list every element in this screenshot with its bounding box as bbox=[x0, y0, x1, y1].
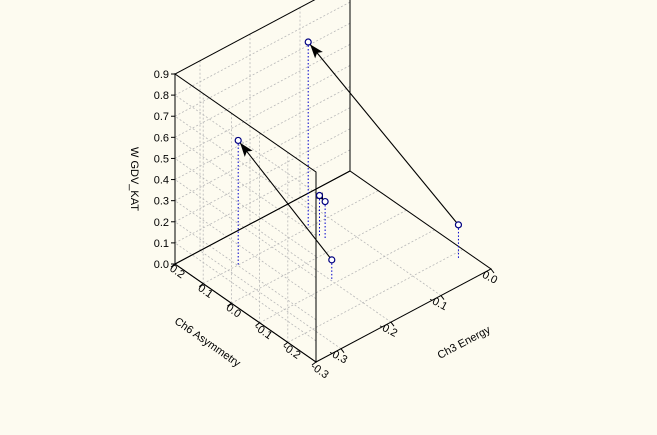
left-wall-outline bbox=[174, 73, 317, 363]
z-tick-label: 0.9 bbox=[154, 69, 169, 81]
x-tick-mark bbox=[440, 295, 445, 300]
wall-grid-line bbox=[174, 137, 317, 236]
z-tick-label: 0.2 bbox=[154, 217, 169, 229]
y-tick-label: 0.2 bbox=[167, 263, 186, 282]
x-tick-mark bbox=[390, 321, 395, 327]
z-tick-label: 0.8 bbox=[154, 90, 169, 102]
wall-grid-line bbox=[174, 179, 317, 278]
floor-grid-line bbox=[203, 190, 379, 284]
y-axis-label: Ch6 Asymmetry bbox=[172, 315, 243, 370]
drop-lines bbox=[237, 42, 459, 281]
z-axis-label: W GDV_KAT bbox=[128, 147, 140, 211]
x-axis-label: Ch3 Energy bbox=[436, 324, 493, 362]
y-tick-mark bbox=[227, 302, 232, 307]
z-tick-label: 0.6 bbox=[154, 132, 169, 144]
z-tick-label: 0.5 bbox=[154, 153, 169, 165]
y-tick-mark bbox=[255, 322, 260, 327]
data-point bbox=[234, 136, 242, 145]
wall-grid-line bbox=[174, 115, 317, 215]
wall-grid-line bbox=[174, 94, 317, 194]
x-tick-mark bbox=[340, 348, 345, 354]
y-tick-label: 0.1 bbox=[195, 282, 214, 301]
data-points bbox=[234, 38, 463, 264]
y-tick-mark bbox=[311, 361, 317, 366]
x-tick-label: -0.1 bbox=[427, 294, 449, 314]
wall-grid-line bbox=[174, 1, 351, 96]
arrow-line bbox=[239, 142, 333, 261]
y-tick-label: -0.1 bbox=[252, 321, 274, 342]
wall-grid-line bbox=[174, 86, 351, 180]
floor-grid-line bbox=[287, 249, 463, 343]
y-tick-mark bbox=[198, 283, 204, 288]
floor-grid-line bbox=[299, 197, 442, 296]
plot-box bbox=[170, 0, 495, 366]
arrow-head bbox=[240, 142, 253, 157]
data-point bbox=[315, 191, 324, 200]
wall-grid-line bbox=[174, 221, 317, 321]
floor-grid-line bbox=[249, 223, 392, 323]
trajectory-arrows bbox=[239, 43, 459, 261]
data-point bbox=[321, 197, 329, 206]
y-tick-mark bbox=[283, 341, 289, 346]
wall-grid-line bbox=[174, 43, 351, 138]
y-tick-label: -0.2 bbox=[280, 341, 302, 362]
z-tick-label: 0.7 bbox=[154, 111, 169, 123]
wall-grid-line bbox=[174, 242, 317, 342]
arrow-line bbox=[309, 43, 459, 226]
wall-grid-line bbox=[174, 200, 317, 299]
z-tick-label: 0.1 bbox=[154, 238, 169, 250]
z-tick-label: 0.4 bbox=[154, 175, 169, 187]
x-tick-label: -0.3 bbox=[327, 347, 349, 367]
floor-grid-line bbox=[259, 229, 435, 324]
wall-grid-line bbox=[174, 65, 351, 159]
y-tick-label: 0.0 bbox=[224, 302, 243, 321]
wall-grid-line bbox=[174, 128, 351, 223]
z-tick-label: 0.3 bbox=[154, 196, 169, 208]
x-tick-mark bbox=[490, 268, 495, 274]
z-tick-label: 0.0 bbox=[154, 259, 169, 271]
data-point bbox=[454, 221, 463, 229]
x-tick-label: 0.0 bbox=[480, 269, 499, 287]
wall-grid-line bbox=[174, 149, 351, 244]
data-point bbox=[304, 38, 312, 46]
wall-grid-line bbox=[174, 158, 317, 257]
floor-grid-line bbox=[231, 209, 407, 304]
wall-grid-line bbox=[174, 107, 351, 202]
y-tick-label: -0.3 bbox=[308, 361, 330, 382]
data-point bbox=[328, 256, 336, 264]
x-tick-label: -0.2 bbox=[377, 320, 399, 340]
arrow-head bbox=[310, 44, 323, 59]
floor-grid-line bbox=[199, 250, 342, 350]
wall-grid-line bbox=[174, 22, 351, 117]
right-wall-outline bbox=[174, 0, 351, 265]
